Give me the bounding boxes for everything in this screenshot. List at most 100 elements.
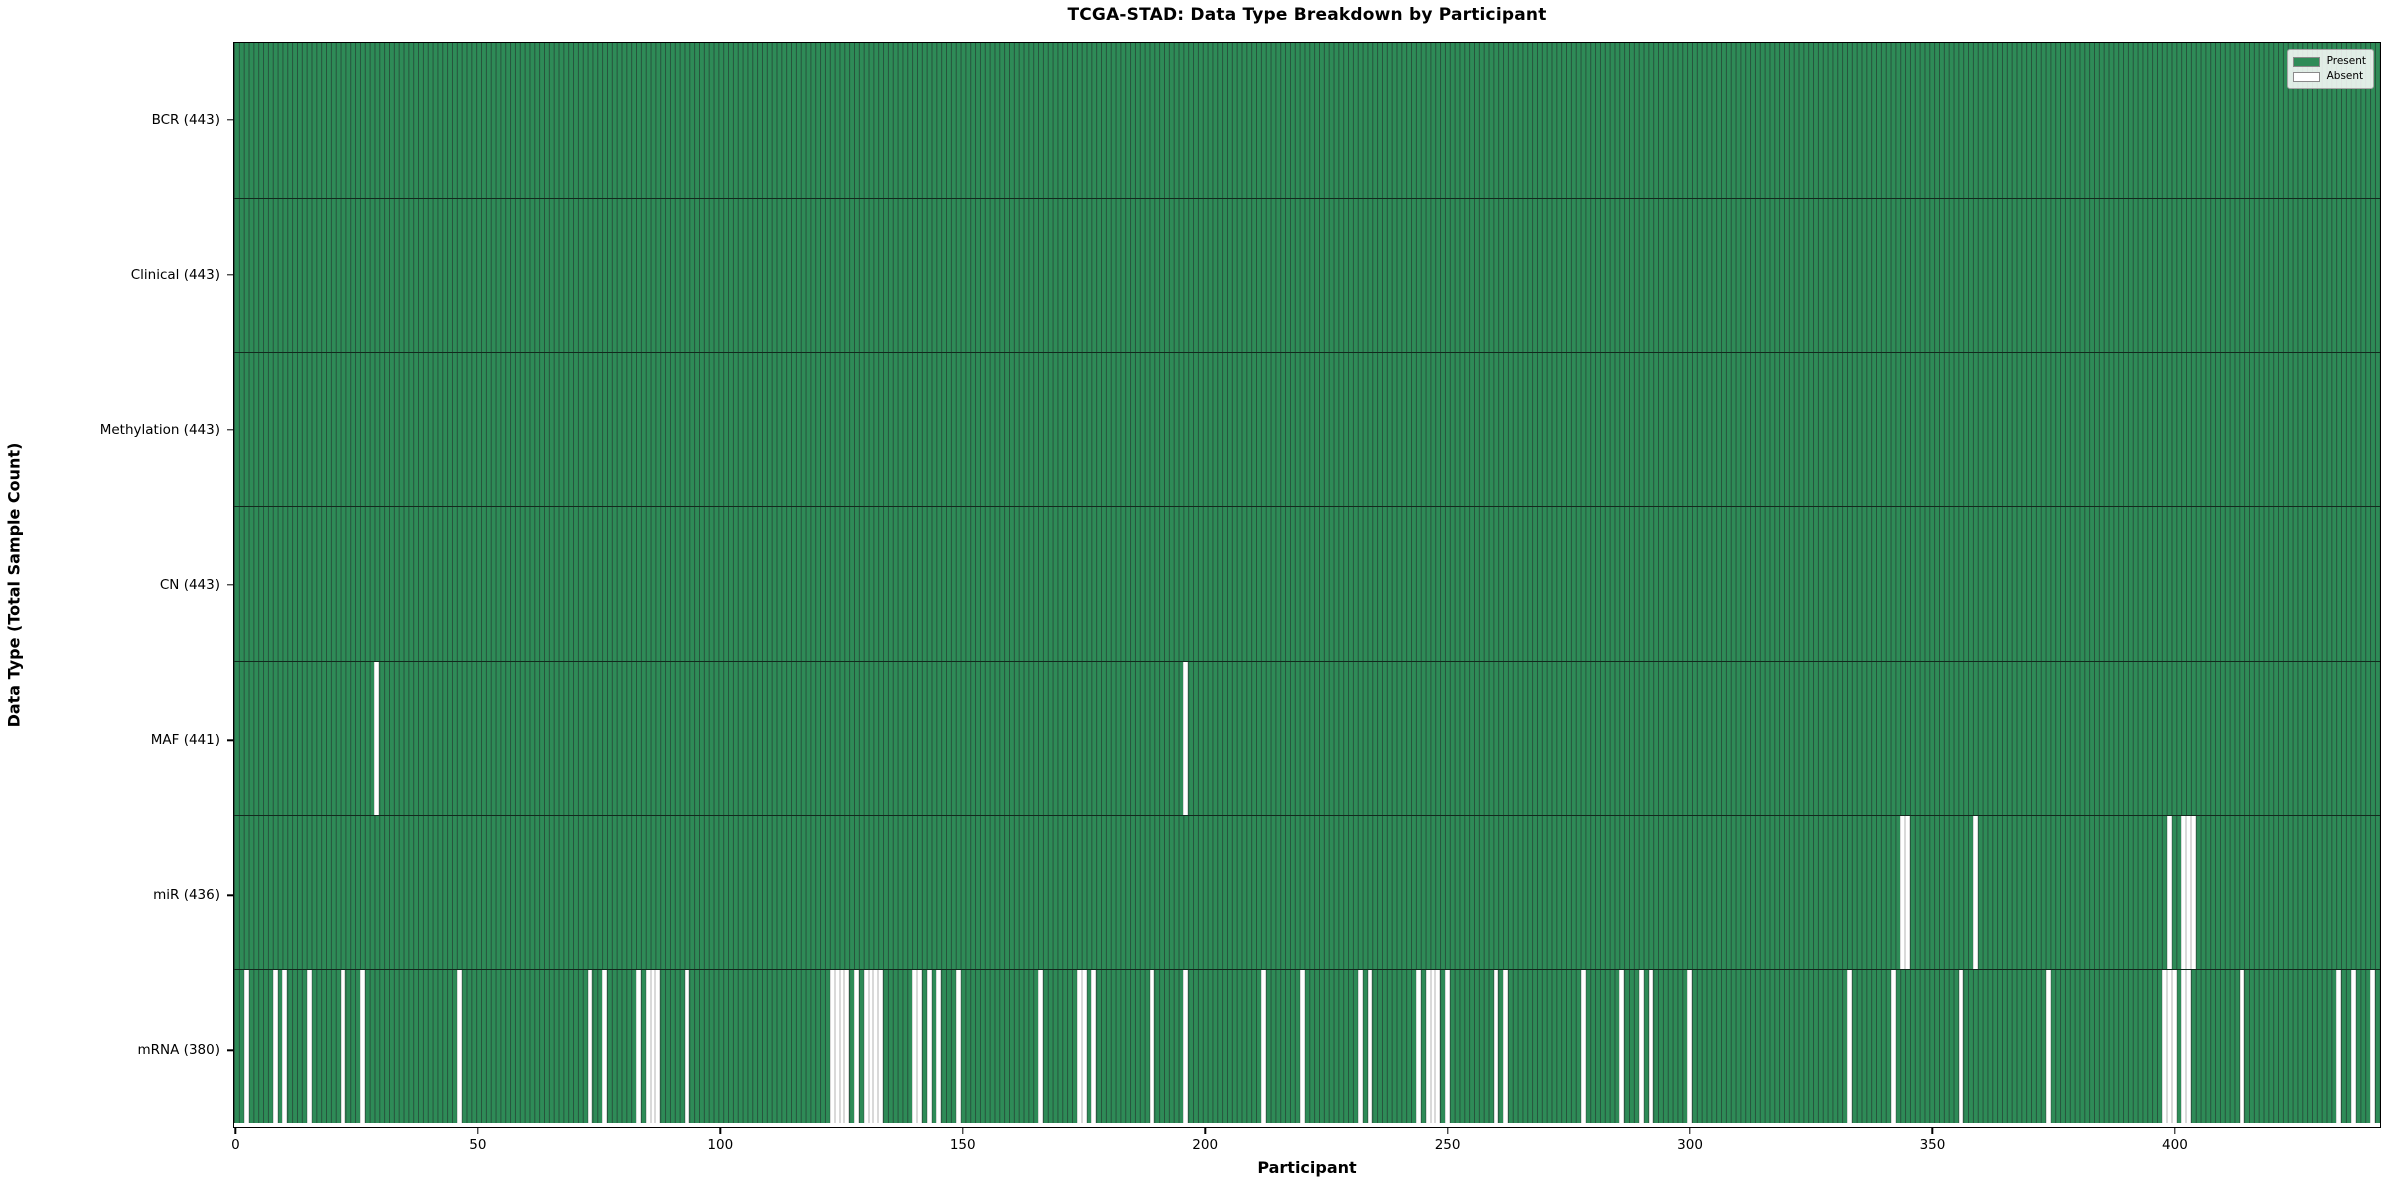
absent-bar — [602, 969, 607, 1123]
x-tick-mark — [2174, 1128, 2176, 1134]
absent-bar — [844, 969, 850, 1123]
absent-bar — [1905, 815, 1911, 969]
x-tick-label: 250 — [1434, 1137, 1461, 1153]
y-tick-mark — [227, 429, 233, 431]
absent-bar — [2181, 969, 2187, 1123]
legend-item-absent: Absent — [2292, 69, 2366, 84]
legend: Present Absent — [2286, 49, 2374, 89]
absent-bar — [684, 969, 690, 1123]
legend-swatch-present — [2292, 56, 2320, 67]
row-mRNA — [234, 968, 2380, 1123]
absent-bar — [1619, 969, 1625, 1123]
x-tick-mark — [962, 1128, 964, 1134]
heatmap-rows — [234, 43, 2380, 1123]
absent-bar — [243, 969, 249, 1123]
absent-bar — [2181, 815, 2187, 969]
absent-bar — [645, 969, 651, 1123]
absent-bar — [340, 969, 346, 1123]
x-tick-mark — [477, 1128, 479, 1134]
legend-swatch-absent — [2292, 71, 2320, 82]
y-tick-label: BCR (443) — [151, 111, 220, 128]
absent-bar — [2370, 969, 2376, 1123]
absent-bar — [2239, 969, 2245, 1123]
y-tick-label: MAF (441) — [150, 732, 220, 749]
absent-bar — [873, 969, 879, 1123]
absent-bar — [1687, 969, 1693, 1123]
absent-bar — [1958, 969, 1964, 1123]
y-tick-mark — [227, 118, 233, 121]
x-axis-label: Participant — [1257, 1158, 1357, 1177]
absent-bar — [878, 969, 884, 1123]
absent-bar — [587, 969, 593, 1123]
x-tick-mark — [719, 1128, 721, 1134]
x-tick-mark — [1931, 1128, 1934, 1134]
absent-bar — [1091, 969, 1097, 1123]
x-tick-label: 350 — [1919, 1137, 1946, 1153]
absent-bar — [456, 969, 462, 1123]
absent-bar — [1038, 969, 1043, 1123]
y-tick-mark — [227, 274, 233, 276]
legend-label: Present — [2326, 55, 2366, 68]
absent-bar — [1260, 969, 1266, 1123]
row-Methylation — [234, 352, 2380, 507]
absent-bar — [917, 969, 922, 1123]
absent-bar — [374, 661, 380, 815]
absent-bar — [1430, 969, 1436, 1123]
absent-bar — [1648, 969, 1654, 1123]
y-tick-mark — [227, 739, 233, 741]
absent-bar — [359, 969, 365, 1123]
y-tick-label: Clinical (443) — [130, 266, 220, 283]
absent-bar — [655, 969, 661, 1123]
absent-bar — [2186, 815, 2192, 969]
absent-bar — [1183, 969, 1189, 1123]
x-tick-label: 400 — [2162, 1137, 2188, 1153]
absent-bar — [1183, 661, 1189, 815]
x-tick-mark — [1446, 1128, 1449, 1134]
absent-bar — [650, 969, 656, 1123]
absent-bar — [272, 969, 278, 1123]
y-tick-label: miR (436) — [153, 887, 220, 904]
x-tick-mark — [234, 1128, 237, 1134]
row-Clinical — [234, 198, 2380, 353]
x-tick-label: 150 — [949, 1137, 976, 1153]
absent-bar — [1415, 969, 1421, 1123]
row-BCR — [234, 43, 2380, 199]
row-MAF — [234, 660, 2380, 815]
absent-bar — [636, 969, 641, 1123]
absent-bar — [2191, 815, 2196, 969]
absent-bar — [839, 969, 845, 1123]
absent-bar — [306, 969, 312, 1123]
absent-bar — [2350, 969, 2356, 1123]
absent-bar — [2336, 969, 2342, 1123]
absent-bar — [1900, 815, 1906, 969]
absent-bar — [1076, 969, 1082, 1123]
absent-bar — [1435, 969, 1441, 1123]
x-tick-label: 50 — [469, 1137, 487, 1153]
absent-bar — [1973, 815, 1978, 969]
y-tick-mark — [227, 894, 233, 896]
absent-bar — [282, 969, 288, 1123]
absent-bar — [1847, 969, 1852, 1123]
absent-bar — [926, 969, 932, 1123]
absent-bar — [2162, 969, 2167, 1123]
absent-bar — [863, 969, 869, 1123]
absent-bar — [1503, 969, 1509, 1123]
absent-bar — [854, 969, 859, 1123]
absent-bar — [1445, 969, 1450, 1123]
legend-item-present: Present — [2292, 54, 2366, 69]
absent-bar — [1299, 969, 1305, 1123]
y-tick-label: CN (443) — [159, 577, 220, 593]
absent-bar — [2166, 815, 2172, 969]
absent-bar — [1580, 969, 1586, 1123]
absent-bar — [1493, 969, 1499, 1123]
absent-bar — [1149, 969, 1155, 1123]
x-tick-label: 0 — [231, 1137, 240, 1153]
absent-bar — [2166, 969, 2172, 1123]
absent-bar — [2171, 969, 2177, 1123]
absent-bar — [955, 969, 961, 1123]
absent-bar — [834, 969, 840, 1123]
absent-bar — [1638, 969, 1644, 1123]
y-tick-label: Methylation (443) — [99, 421, 220, 438]
row-CN — [234, 506, 2380, 661]
